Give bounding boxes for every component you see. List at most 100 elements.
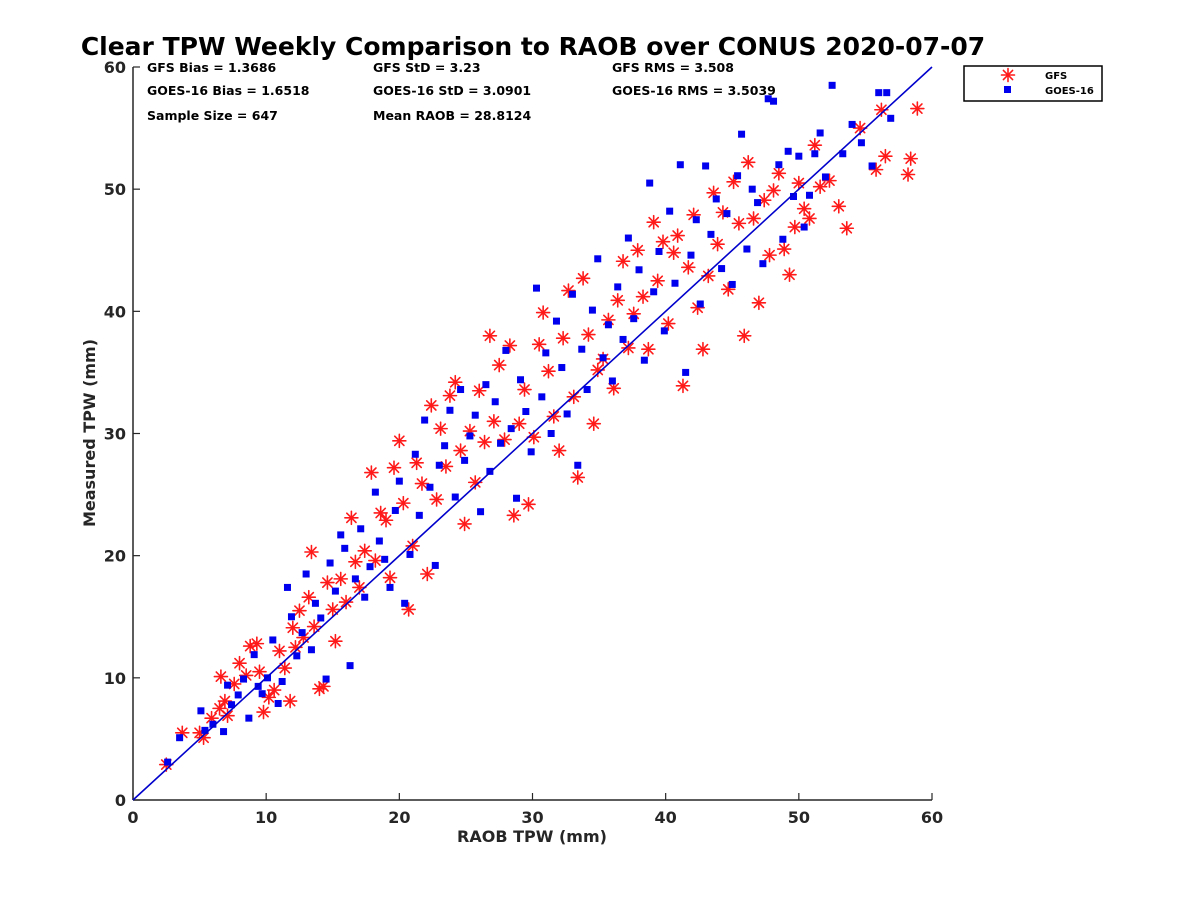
- gfs-point: [232, 655, 247, 671]
- gfs-point: [373, 505, 388, 521]
- gfs-point: [731, 216, 747, 231]
- goes16-point: [759, 260, 767, 268]
- gfs-point: [521, 497, 536, 512]
- goes16-point: [734, 172, 742, 180]
- goes16-point: [298, 629, 306, 637]
- gfs-point: [791, 175, 807, 191]
- x-tick-label: 20: [388, 808, 410, 827]
- gfs-point: [249, 636, 265, 651]
- gfs-point: [491, 357, 507, 373]
- goes16-point: [517, 376, 525, 384]
- gfs-point: [681, 260, 696, 275]
- gfs-point: [364, 465, 379, 480]
- gfs-point: [320, 575, 335, 590]
- x-tick-label: 10: [255, 808, 277, 827]
- gfs-point: [546, 409, 562, 424]
- gfs-point: [661, 316, 676, 331]
- gfs-point: [213, 669, 229, 684]
- goes16-point: [883, 89, 891, 97]
- goes16-point: [366, 563, 374, 571]
- goes16-point: [415, 511, 423, 519]
- goes16-point: [497, 439, 505, 447]
- gfs-point: [771, 165, 787, 181]
- gfs-point: [903, 151, 918, 166]
- goes16-point: [547, 430, 555, 437]
- goes16-point: [692, 216, 700, 224]
- gfs-point: [581, 327, 596, 342]
- goes16-point: [250, 651, 258, 659]
- gfs-point: [740, 154, 756, 170]
- y-tick-label: 0: [115, 791, 126, 810]
- goes16-point: [491, 398, 499, 406]
- goes16-point: [201, 726, 209, 734]
- goes16-point: [234, 691, 242, 699]
- gfs-point: [766, 183, 781, 198]
- gfs-point: [471, 383, 487, 399]
- legend: GFS GOES-16: [963, 65, 1103, 102]
- stat-goes-std: GOES-16 StD = 3.0901: [373, 83, 531, 98]
- gfs-point: [220, 708, 235, 724]
- goes16-point: [274, 699, 282, 707]
- goes16-point: [666, 207, 674, 215]
- goes16-point: [790, 192, 798, 200]
- goes16-point: [311, 599, 319, 607]
- stat-goes-rms: GOES-16 RMS = 3.5039: [612, 83, 776, 98]
- goes16-point: [269, 636, 277, 644]
- gfs-point: [802, 211, 817, 226]
- legend-gfs-marker: [1000, 67, 1016, 83]
- gfs-point: [590, 362, 606, 378]
- goes16-point: [287, 613, 295, 621]
- gfs-point: [615, 253, 631, 269]
- goes16-point: [588, 306, 596, 314]
- gfs-point: [338, 594, 354, 610]
- gfs-point: [517, 382, 532, 397]
- goes16-point: [619, 335, 627, 343]
- goes16-point: [263, 674, 271, 682]
- gfs-point: [442, 388, 458, 403]
- goes16-point: [707, 230, 715, 238]
- gfs-point: [433, 421, 448, 436]
- gfs-point: [226, 676, 242, 692]
- goes16-point: [482, 381, 490, 389]
- gfs-point: [348, 554, 363, 570]
- goes16-point: [599, 354, 607, 362]
- gfs-point: [655, 234, 671, 249]
- y-tick-label: 30: [104, 425, 126, 444]
- goes16-point: [542, 349, 550, 357]
- y-axis-label: Measured TPW (mm): [80, 339, 99, 527]
- goes16-point: [784, 147, 792, 155]
- gfs-point: [429, 492, 444, 507]
- plot-area: 0 10 20 30 40 50 60 0 10 20 30 40 50 60: [104, 58, 943, 827]
- goes16-point: [779, 235, 787, 243]
- y-tick-label: 60: [104, 58, 126, 77]
- goes16-point: [471, 411, 479, 419]
- x-axis-label: RAOB TPW (mm): [457, 827, 607, 846]
- gfs-point: [541, 363, 556, 379]
- one-to-one-line: [132, 66, 933, 801]
- gfs-point: [344, 510, 359, 526]
- x-tick-label: 0: [127, 808, 138, 827]
- goes16-point: [650, 288, 658, 296]
- chart-title: Clear TPW Weekly Comparison to RAOB over…: [81, 32, 985, 61]
- goes16-point: [441, 442, 449, 450]
- gfs-point: [531, 337, 547, 352]
- goes16-point: [283, 583, 291, 591]
- gfs-point: [812, 179, 828, 195]
- goes16-point: [800, 223, 808, 231]
- goes16-point: [371, 488, 379, 496]
- gfs-point: [910, 101, 925, 116]
- goes16-point: [507, 425, 515, 433]
- legend-goes-label: GOES-16: [1045, 86, 1094, 97]
- x-tick-label: 50: [788, 808, 810, 827]
- gfs-point: [419, 566, 435, 582]
- goes16-point: [245, 714, 253, 722]
- gfs-point: [386, 460, 402, 476]
- gfs-point: [695, 341, 711, 357]
- goes16-point: [228, 701, 236, 709]
- goes16-point: [604, 321, 612, 329]
- legend-gfs-label: GFS: [1045, 71, 1067, 82]
- gfs-point: [535, 305, 551, 320]
- gfs-point: [675, 378, 691, 394]
- gfs-point: [477, 434, 492, 450]
